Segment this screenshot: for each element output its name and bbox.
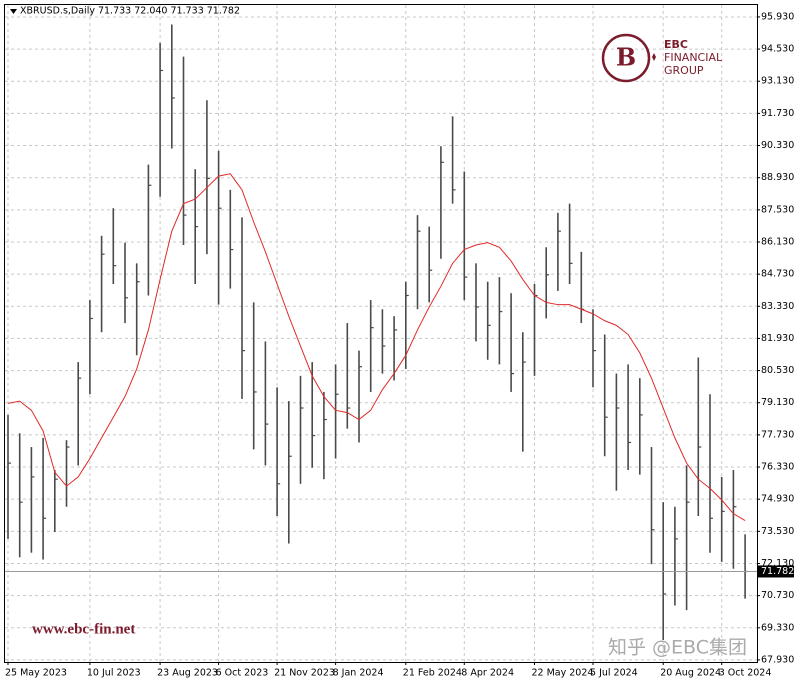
y-tick-label: 87.530 [761,204,794,215]
y-tick-label: 83.330 [761,301,794,312]
y-tick-label: 69.330 [761,622,794,633]
x-tick-label: 8 Jan 2024 [333,668,384,679]
x-tick-label: 3 Oct 2024 [719,668,772,679]
y-tick-label: 95.930 [761,11,794,22]
x-tick-label: 21 Nov 2023 [274,668,335,679]
y-tick-label: 94.530 [761,44,794,55]
logo-ring [601,33,651,83]
x-tick-label: 8 Apr 2024 [461,668,514,679]
logo-star [652,53,656,61]
y-tick-label: 84.730 [761,269,794,280]
logo: B EBC FINANCIAL GROUP [601,33,723,83]
y-tick-label: 80.530 [761,365,794,376]
social-watermark: 知乎 @EBC集团 [608,637,747,659]
site-watermark: www.ebc-fin.net [32,621,135,637]
brand-top: EBC [664,38,688,51]
brand-line: GROUP [664,64,704,77]
y-tick-label: 70.730 [761,590,794,601]
x-tick-label: 22 May 2024 [532,668,594,679]
x-tick-label: 23 Aug 2023 [157,668,218,679]
y-tick-label: 77.730 [761,429,794,440]
brand-line: FINANCIAL [664,51,723,64]
x-tick-label: 21 Feb 2024 [403,668,462,679]
y-tick-label: 81.930 [761,333,794,344]
y-tick-label: 88.930 [761,172,794,183]
y-tick-label: 93.130 [761,76,794,87]
y-tick-label: 86.130 [761,236,794,247]
y-tick-label: 72.130 [761,558,794,569]
x-tick-label: 6 Oct 2023 [216,668,269,679]
x-tick-label: 20 Aug 2024 [660,668,721,679]
y-tick-label: 74.930 [761,494,794,505]
menu-icon [10,9,17,14]
plot-frame [4,4,758,663]
last-price-box [758,565,794,578]
last-price-label: 71.782 [761,566,794,577]
y-tick-label: 91.730 [761,108,794,119]
y-tick-label: 79.130 [761,397,794,408]
chart-title: XBRUSD.s,Daily 71.733 72.040 71.733 71.7… [20,6,240,17]
logo-mark: B [616,43,636,72]
moving-average [7,173,746,521]
x-tick-label: 25 May 2023 [5,668,67,679]
x-tick-label: 10 Jul 2023 [87,668,141,679]
y-tick-label: 76.330 [761,462,794,473]
y-tick-label: 90.330 [761,140,794,151]
y-tick-label: 73.530 [761,526,794,537]
x-tick-label: 5 Jul 2024 [590,668,638,679]
y-tick-label: 67.930 [761,654,794,665]
